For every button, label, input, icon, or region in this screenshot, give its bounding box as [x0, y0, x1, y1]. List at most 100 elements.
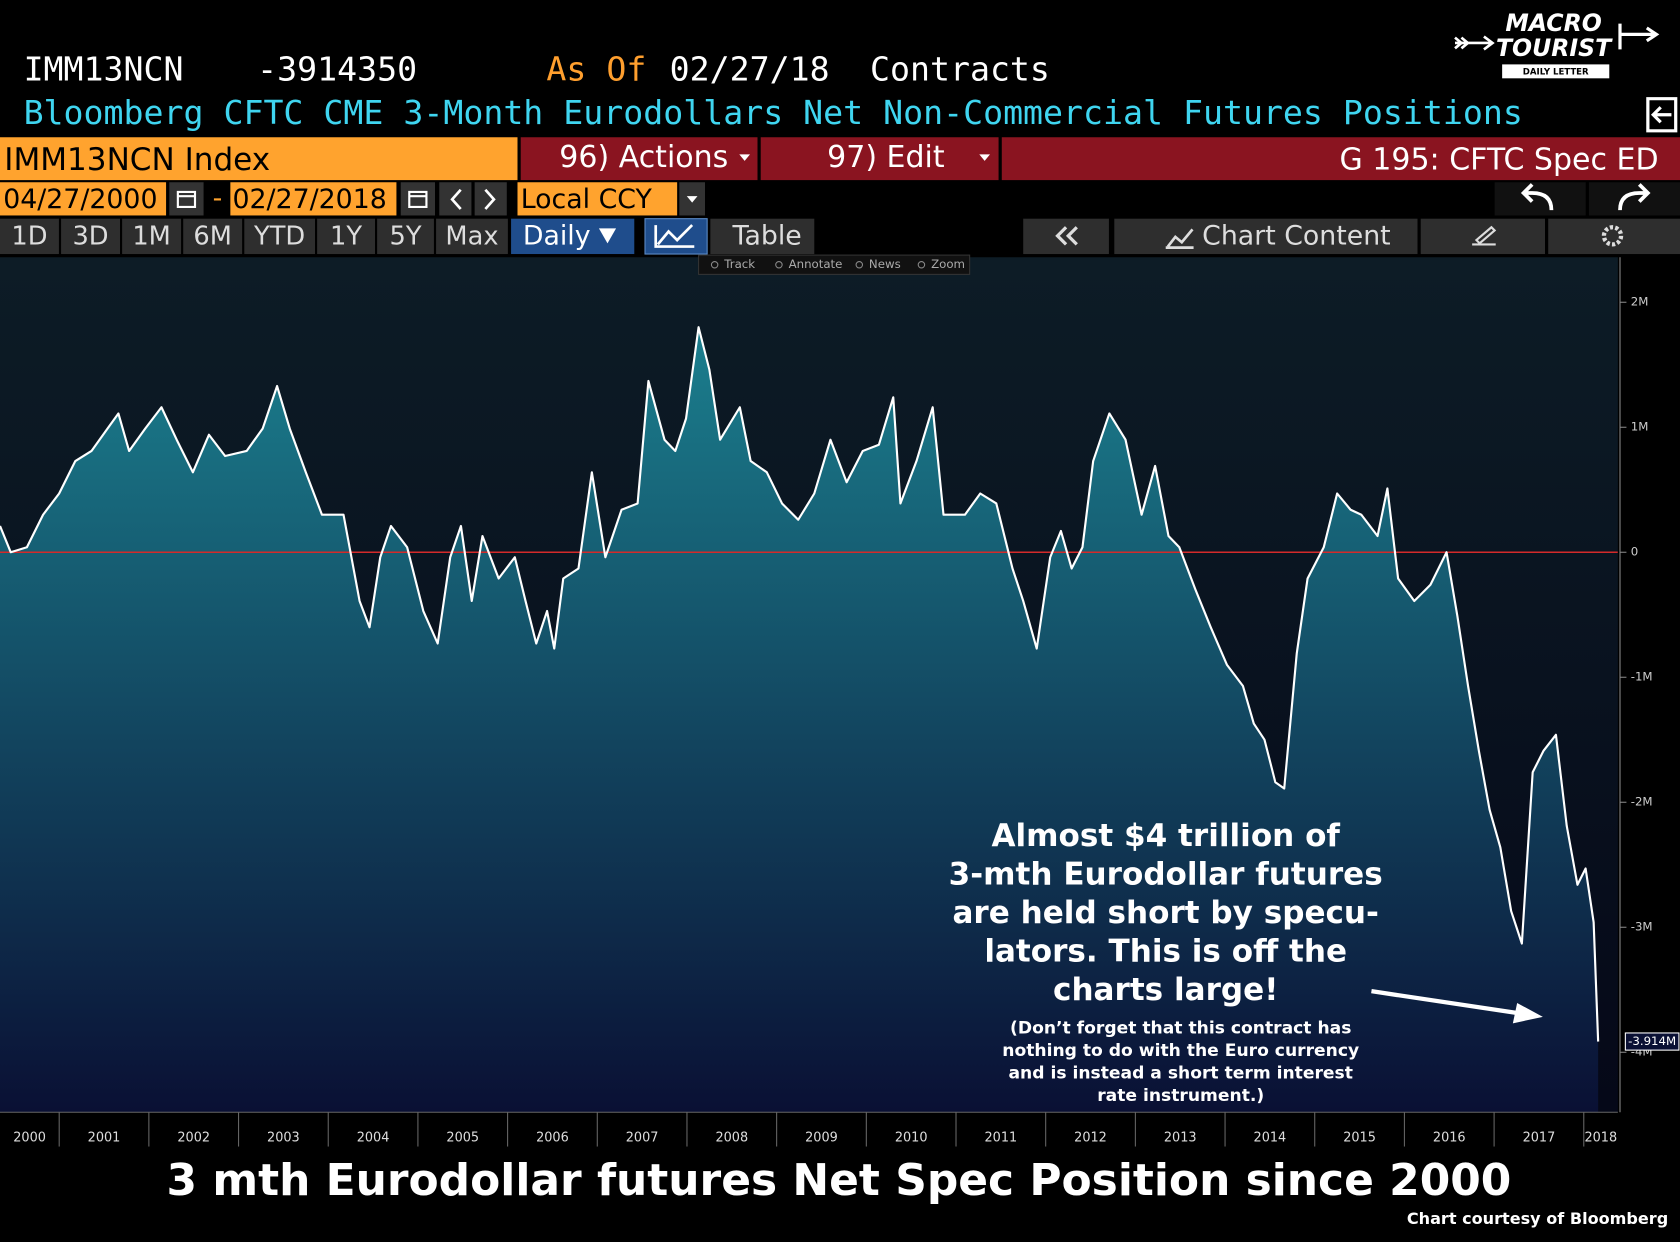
period-button[interactable] [436, 218, 508, 255]
period-label: 1D [11, 221, 47, 251]
actions-button[interactable] [520, 137, 758, 181]
period-label: YTD [253, 221, 305, 251]
actions-label: 96) Actions [559, 140, 728, 175]
period-label: 5Y [390, 221, 422, 251]
tool-icon [775, 261, 783, 269]
chart-icon [654, 224, 695, 248]
x-tick-label: 2013 [1164, 1130, 1197, 1145]
x-tick-label: 2017 [1523, 1130, 1556, 1145]
area-fill [0, 327, 1599, 1113]
units: Contracts [870, 49, 1050, 88]
currency: Local CCY [521, 184, 653, 215]
calendar-button[interactable] [400, 182, 435, 216]
period-label: 1M [132, 221, 171, 251]
annotation-line: Almost $4 trillion of [991, 818, 1340, 854]
y-tick-label: 1M [1631, 420, 1649, 434]
logo: MACRO TOURIST DAILY LETTER [1454, 9, 1660, 79]
chart-content-icon [1165, 228, 1194, 249]
chart-content-button[interactable] [1114, 218, 1418, 255]
x-tick-label: 2014 [1254, 1130, 1287, 1145]
annotation-line: 3-mth Eurodollar futures [949, 856, 1383, 892]
period-button[interactable] [61, 218, 120, 255]
calendar-button[interactable] [169, 182, 204, 216]
annotation-arrowhead [1512, 1002, 1543, 1024]
tool-label: Track [723, 257, 755, 271]
y-tick-label: -2M [1631, 795, 1653, 809]
x-tick-label: 2006 [536, 1130, 569, 1145]
edit-label: 97) Edit [827, 140, 945, 175]
table-button[interactable] [710, 218, 815, 255]
tool-label: News [869, 257, 901, 271]
period-label: 1Y [330, 221, 362, 251]
chart-tools [698, 254, 971, 275]
end-date-field[interactable] [230, 182, 397, 216]
tool-label: Annotate [789, 257, 843, 271]
prev-button[interactable] [439, 182, 472, 216]
credit: Chart courtesy of Bloomberg [1407, 1209, 1668, 1228]
y-tick-label: -3M [1631, 920, 1653, 934]
currency-field[interactable] [517, 182, 678, 216]
logo-line: MACRO [1505, 9, 1601, 37]
edit-button[interactable] [760, 137, 999, 181]
period-button[interactable] [0, 218, 59, 255]
calendar-icon [408, 190, 428, 208]
page-label: G 195: CFTC Spec ED [1340, 142, 1659, 177]
security: IMM13NCN Index [4, 142, 270, 178]
x-tick-label: 2003 [267, 1130, 300, 1145]
next-button[interactable] [474, 182, 507, 216]
table-label: Table [732, 220, 802, 251]
x-tick-label: 2002 [177, 1130, 210, 1145]
logo-arrow [1618, 23, 1660, 50]
period-button[interactable] [317, 218, 375, 255]
logo-line: TOURIST [1496, 34, 1613, 62]
dropdown-arrow [979, 154, 990, 161]
logo-arrow [1454, 35, 1495, 51]
settings-button[interactable] [1548, 218, 1680, 255]
x-tick-label: 2001 [88, 1130, 121, 1145]
logo-band [1502, 64, 1610, 79]
prev-icon [450, 188, 462, 210]
period-button[interactable] [377, 218, 434, 255]
x-tick-label: 2015 [1343, 1130, 1376, 1145]
period-button[interactable] [122, 218, 182, 255]
export-icon[interactable] [1646, 97, 1678, 133]
undo-button[interactable] [1494, 182, 1586, 216]
x-tick-label: 2011 [985, 1130, 1018, 1145]
y-tick-label: -1M [1631, 670, 1653, 684]
as-of-label: As Of [546, 49, 646, 88]
start-date: 04/27/2000 [3, 184, 157, 215]
edit-tools-button[interactable] [1420, 218, 1545, 255]
last-value-box [1624, 1032, 1680, 1051]
start-date-field[interactable] [0, 182, 167, 216]
collapse-button[interactable] [1023, 218, 1109, 255]
tool-icon [710, 261, 719, 269]
calendar-icon [176, 190, 197, 208]
next-icon [484, 188, 496, 210]
frequency-button[interactable] [511, 218, 635, 255]
collapse-icon [1055, 226, 1078, 246]
x-tick-label: 2000 [13, 1130, 46, 1145]
dropdown-arrow [686, 196, 698, 203]
tool-icon [917, 261, 926, 269]
chart-view-button[interactable] [644, 218, 708, 255]
data-line [0, 326, 1600, 1042]
period-button[interactable] [244, 218, 315, 255]
annotation-note: (Don’t forget that this contract has [1010, 1019, 1351, 1039]
x-tick-label: 2007 [626, 1130, 659, 1145]
annotation-arrow [1371, 989, 1522, 1016]
period-button[interactable] [183, 218, 243, 255]
page-bar [1001, 137, 1680, 181]
redo-button[interactable] [1588, 182, 1680, 216]
security-field[interactable] [0, 137, 518, 181]
redo-icon [1618, 183, 1651, 211]
annotation-line: charts large! [1053, 972, 1278, 1008]
period-label: 6M [193, 221, 232, 251]
annotation-line: lators. This is off the [984, 934, 1347, 970]
x-tick-label: 2010 [895, 1130, 928, 1145]
annotation-line: are held short by specu- [952, 895, 1378, 931]
annotation-note: rate instrument.) [1097, 1086, 1264, 1106]
edit-tools-icon [1472, 225, 1497, 246]
ticker: IMM13NCN [24, 49, 184, 88]
period-label: 3D [72, 221, 108, 251]
